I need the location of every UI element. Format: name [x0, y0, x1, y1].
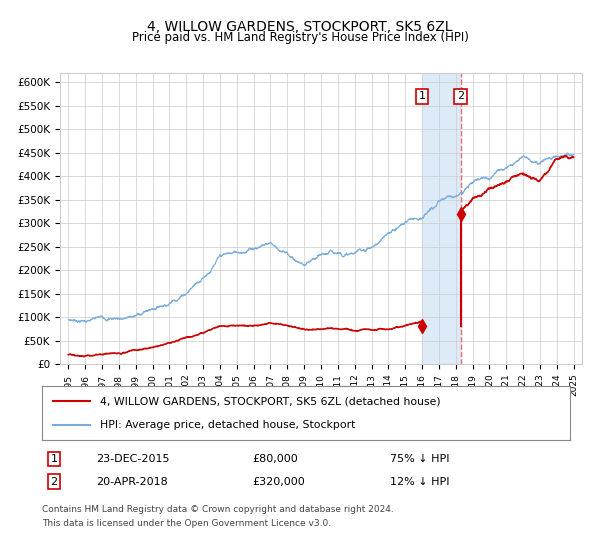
Text: Contains HM Land Registry data © Crown copyright and database right 2024.: Contains HM Land Registry data © Crown c…	[42, 505, 394, 514]
Text: 4, WILLOW GARDENS, STOCKPORT, SK5 6ZL: 4, WILLOW GARDENS, STOCKPORT, SK5 6ZL	[147, 20, 453, 34]
Text: 23-DEC-2015: 23-DEC-2015	[96, 454, 170, 464]
Text: 12% ↓ HPI: 12% ↓ HPI	[390, 477, 449, 487]
Text: This data is licensed under the Open Government Licence v3.0.: This data is licensed under the Open Gov…	[42, 519, 331, 528]
Text: 1: 1	[50, 454, 58, 464]
Text: £80,000: £80,000	[252, 454, 298, 464]
Bar	[422, 73, 461, 364]
Text: HPI: Average price, detached house, Stockport: HPI: Average price, detached house, Stoc…	[100, 419, 355, 430]
Text: 75% ↓ HPI: 75% ↓ HPI	[390, 454, 449, 464]
Text: £320,000: £320,000	[252, 477, 305, 487]
Text: Price paid vs. HM Land Registry's House Price Index (HPI): Price paid vs. HM Land Registry's House …	[131, 31, 469, 44]
Text: 20-APR-2018: 20-APR-2018	[96, 477, 168, 487]
Text: 1: 1	[419, 91, 425, 101]
Text: 2: 2	[50, 477, 58, 487]
Text: 2: 2	[457, 91, 464, 101]
Text: 4, WILLOW GARDENS, STOCKPORT, SK5 6ZL (detached house): 4, WILLOW GARDENS, STOCKPORT, SK5 6ZL (d…	[100, 396, 441, 407]
